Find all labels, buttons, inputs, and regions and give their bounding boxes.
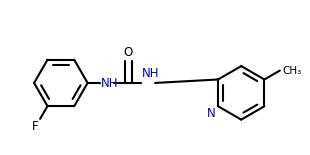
Text: O: O (124, 46, 133, 59)
Text: F: F (32, 120, 38, 133)
Text: NH: NH (100, 78, 118, 90)
Text: NH: NH (142, 67, 160, 80)
Text: CH₃: CH₃ (283, 66, 302, 76)
Text: N: N (207, 107, 216, 120)
